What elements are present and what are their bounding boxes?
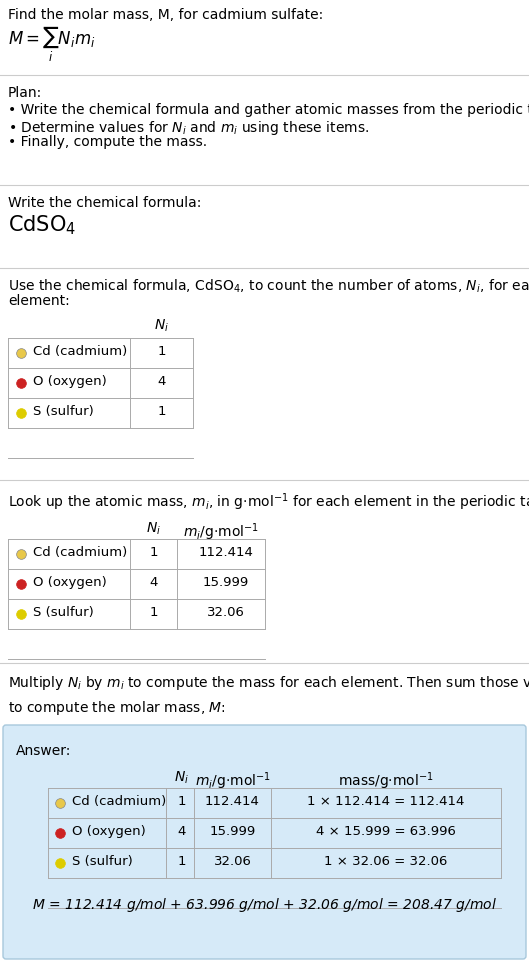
Text: • Determine values for $N_i$ and $m_i$ using these items.: • Determine values for $N_i$ and $m_i$ u… [8,119,369,137]
Text: Plan:: Plan: [8,86,42,100]
Text: S (sulfur): S (sulfur) [33,606,94,619]
Text: $M$ = 112.414 g/mol + 63.996 g/mol + 32.06 g/mol = 208.47 g/mol: $M$ = 112.414 g/mol + 63.996 g/mol + 32.… [32,896,497,914]
Text: 4: 4 [149,576,158,589]
Text: 1: 1 [149,546,158,559]
Text: • Finally, compute the mass.: • Finally, compute the mass. [8,135,207,149]
Text: Write the chemical formula:: Write the chemical formula: [8,196,202,210]
Text: Use the chemical formula, CdSO$_4$, to count the number of atoms, $N_i$, for eac: Use the chemical formula, CdSO$_4$, to c… [8,278,529,295]
Text: 15.999: 15.999 [209,825,256,838]
Text: O (oxygen): O (oxygen) [33,576,107,589]
Text: O (oxygen): O (oxygen) [33,375,107,388]
Text: 15.999: 15.999 [203,576,249,589]
Text: Answer:: Answer: [16,744,71,758]
Text: 1 × 32.06 = 32.06: 1 × 32.06 = 32.06 [324,855,448,868]
Text: 1: 1 [157,405,166,418]
Text: 1: 1 [149,606,158,619]
Text: 112.414: 112.414 [205,795,260,808]
Text: 32.06: 32.06 [207,606,245,619]
Text: S (sulfur): S (sulfur) [72,855,133,868]
Text: 4: 4 [178,825,186,838]
Text: Look up the atomic mass, $m_i$, in g·mol$^{-1}$ for each element in the periodic: Look up the atomic mass, $m_i$, in g·mol… [8,491,529,513]
Text: 1: 1 [178,855,186,868]
Text: $m_i$/g·mol$^{-1}$: $m_i$/g·mol$^{-1}$ [195,770,270,792]
Text: $N_i$: $N_i$ [146,521,161,537]
Text: 32.06: 32.06 [214,855,251,868]
Text: $N_i$: $N_i$ [175,770,189,786]
Text: 1: 1 [178,795,186,808]
Text: 4 × 15.999 = 63.996: 4 × 15.999 = 63.996 [316,825,456,838]
Text: • Write the chemical formula and gather atomic masses from the periodic table.: • Write the chemical formula and gather … [8,103,529,117]
Text: Find the molar mass, M, for cadmium sulfate:: Find the molar mass, M, for cadmium sulf… [8,8,323,22]
Text: S (sulfur): S (sulfur) [33,405,94,418]
Text: Cd (cadmium): Cd (cadmium) [33,345,127,358]
Text: $m_i$/g·mol$^{-1}$: $m_i$/g·mol$^{-1}$ [183,521,259,543]
Text: Cd (cadmium): Cd (cadmium) [33,546,127,559]
Text: $\mathregular{CdSO_4}$: $\mathregular{CdSO_4}$ [8,213,76,236]
Text: mass/g·mol$^{-1}$: mass/g·mol$^{-1}$ [338,770,434,792]
Text: 112.414: 112.414 [198,546,253,559]
Text: 4: 4 [157,375,166,388]
Text: $N_i$: $N_i$ [154,318,169,334]
Text: O (oxygen): O (oxygen) [72,825,146,838]
Text: Multiply $N_i$ by $m_i$ to compute the mass for each element. Then sum those val: Multiply $N_i$ by $m_i$ to compute the m… [8,674,529,717]
Text: 1: 1 [157,345,166,358]
Text: Cd (cadmium): Cd (cadmium) [72,795,166,808]
Text: $M = \sum_i N_i m_i$: $M = \sum_i N_i m_i$ [8,24,95,64]
Text: element:: element: [8,294,70,308]
Text: 1 × 112.414 = 112.414: 1 × 112.414 = 112.414 [307,795,464,808]
FancyBboxPatch shape [3,725,526,959]
